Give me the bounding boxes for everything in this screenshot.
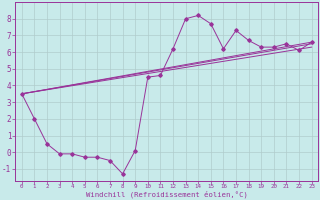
X-axis label: Windchill (Refroidissement éolien,°C): Windchill (Refroidissement éolien,°C) (86, 190, 248, 198)
